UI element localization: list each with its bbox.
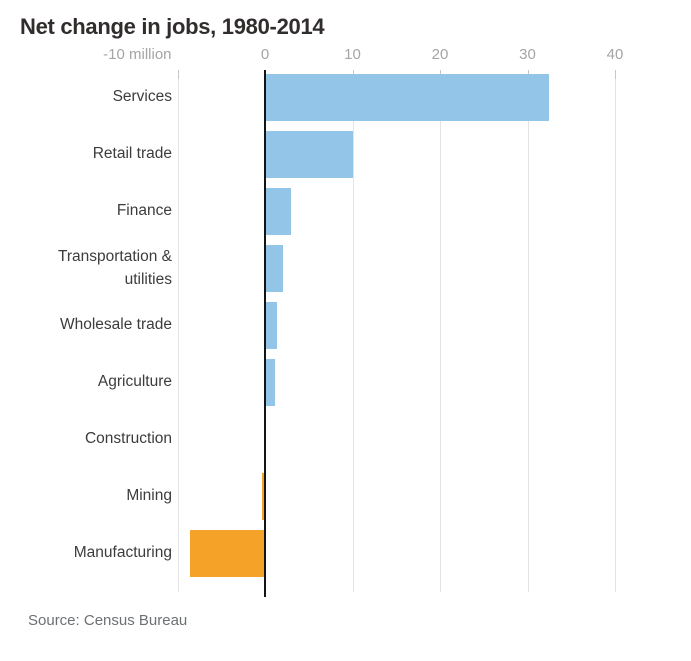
category-label-construction: Construction	[84, 430, 172, 448]
plot-area: -10 million 0 10 20 30 40 Services Retail trade…	[0, 46, 691, 610]
chart-title: Net change in jobs, 1980-2014	[20, 14, 325, 39]
gridline	[527, 70, 529, 592]
bar-manufacturing	[189, 530, 265, 577]
category-label-wholesale-trade: Wholesale trade	[59, 316, 172, 334]
axis-tick-label: 40	[606, 46, 624, 63]
category-label-mining: Mining	[126, 487, 172, 505]
axis-tick-mark	[615, 70, 616, 79]
gridline	[615, 70, 616, 592]
axis-tick-label: 0	[260, 46, 270, 63]
gridline	[177, 70, 179, 592]
bar-finance	[265, 188, 292, 235]
axis-tick-label: 30	[519, 46, 536, 63]
zero-axis-line	[264, 70, 266, 597]
bar-retail-trade	[265, 131, 354, 178]
axis-tick-label: 10	[344, 46, 361, 63]
bar-mining	[262, 473, 265, 520]
category-label-transportation-utilities: Transportation & utilities	[57, 248, 172, 288]
bar-agriculture	[265, 359, 275, 406]
axis-tick-mark	[264, 70, 266, 81]
bar-services	[265, 74, 550, 121]
gridline	[440, 70, 441, 592]
axis-tick-label: 20	[431, 46, 449, 63]
bar-wholesale-trade	[265, 302, 278, 349]
category-label-retail-trade: Retail trade	[92, 145, 172, 163]
category-label-agriculture: Agriculture	[97, 373, 172, 391]
category-label-services: Services	[112, 88, 172, 106]
category-label-finance: Finance	[116, 202, 172, 220]
category-label-manufacturing: Manufacturing	[73, 544, 172, 562]
axis-tick-mark	[177, 70, 179, 79]
gridline	[352, 70, 354, 592]
source-note: Source: Census Bureau	[28, 612, 188, 629]
axis-tick-label: -10 million	[103, 46, 172, 63]
bar-transportation-utilities	[265, 245, 283, 292]
